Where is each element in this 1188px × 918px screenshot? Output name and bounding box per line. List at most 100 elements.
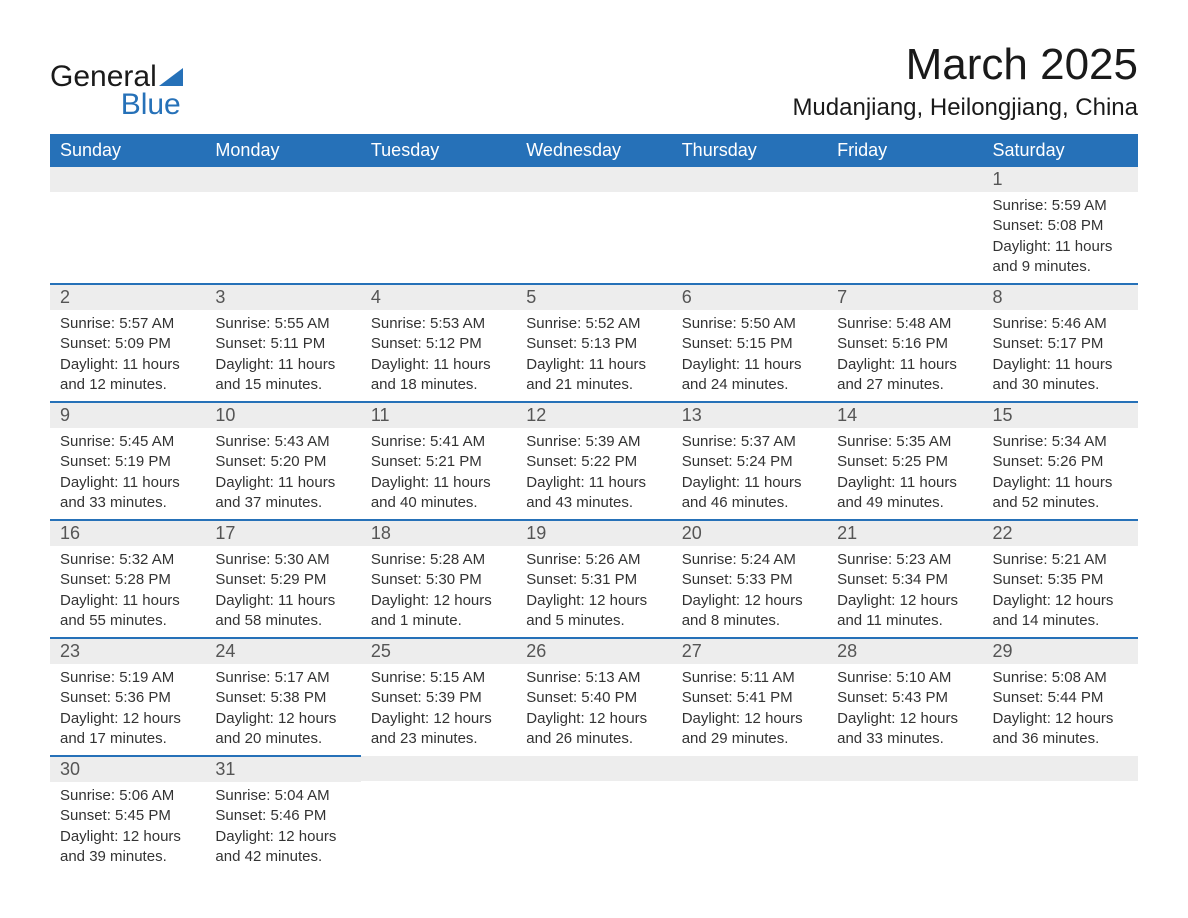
day-data: Sunrise: 5:59 AMSunset: 5:08 PMDaylight:…: [983, 192, 1138, 283]
day-data: Sunrise: 5:04 AMSunset: 5:46 PMDaylight:…: [205, 782, 360, 873]
day-data: Sunrise: 5:50 AMSunset: 5:15 PMDaylight:…: [672, 310, 827, 401]
calendar-cell: 27Sunrise: 5:11 AMSunset: 5:41 PMDayligh…: [672, 638, 827, 756]
calendar-cell: 4Sunrise: 5:53 AMSunset: 5:12 PMDaylight…: [361, 284, 516, 402]
empty-daydata: [516, 192, 671, 222]
day-data: Sunrise: 5:17 AMSunset: 5:38 PMDaylight:…: [205, 664, 360, 755]
day-number: 28: [827, 639, 982, 664]
day-data: Sunrise: 5:08 AMSunset: 5:44 PMDaylight:…: [983, 664, 1138, 755]
calendar-cell: [672, 167, 827, 284]
day-data: Sunrise: 5:28 AMSunset: 5:30 PMDaylight:…: [361, 546, 516, 637]
day-number: 20: [672, 521, 827, 546]
calendar-body: 1Sunrise: 5:59 AMSunset: 5:08 PMDaylight…: [50, 167, 1138, 873]
empty-daydata: [205, 192, 360, 222]
day-data: Sunrise: 5:32 AMSunset: 5:28 PMDaylight:…: [50, 546, 205, 637]
day-data: Sunrise: 5:11 AMSunset: 5:41 PMDaylight:…: [672, 664, 827, 755]
day-number: 7: [827, 285, 982, 310]
logo-text-blue: Blue: [50, 88, 181, 122]
empty-daynum: [516, 756, 671, 781]
empty-daynum: [827, 756, 982, 781]
calendar-cell: 18Sunrise: 5:28 AMSunset: 5:30 PMDayligh…: [361, 520, 516, 638]
day-number: 14: [827, 403, 982, 428]
month-title: March 2025: [792, 40, 1138, 90]
header: General Blue March 2025 Mudanjiang, Heil…: [50, 40, 1138, 122]
day-number: 13: [672, 403, 827, 428]
calendar-cell: 5Sunrise: 5:52 AMSunset: 5:13 PMDaylight…: [516, 284, 671, 402]
day-data: Sunrise: 5:53 AMSunset: 5:12 PMDaylight:…: [361, 310, 516, 401]
day-data: Sunrise: 5:21 AMSunset: 5:35 PMDaylight:…: [983, 546, 1138, 637]
day-data: Sunrise: 5:46 AMSunset: 5:17 PMDaylight:…: [983, 310, 1138, 401]
calendar-week-row: 23Sunrise: 5:19 AMSunset: 5:36 PMDayligh…: [50, 638, 1138, 756]
calendar-cell: 30Sunrise: 5:06 AMSunset: 5:45 PMDayligh…: [50, 756, 205, 873]
calendar-cell: 19Sunrise: 5:26 AMSunset: 5:31 PMDayligh…: [516, 520, 671, 638]
empty-daydata: [672, 192, 827, 222]
weekday-header: Tuesday: [361, 134, 516, 167]
calendar-cell: 13Sunrise: 5:37 AMSunset: 5:24 PMDayligh…: [672, 402, 827, 520]
calendar-cell: 11Sunrise: 5:41 AMSunset: 5:21 PMDayligh…: [361, 402, 516, 520]
day-data: Sunrise: 5:39 AMSunset: 5:22 PMDaylight:…: [516, 428, 671, 519]
day-number: 17: [205, 521, 360, 546]
day-number: 6: [672, 285, 827, 310]
calendar-cell: 2Sunrise: 5:57 AMSunset: 5:09 PMDaylight…: [50, 284, 205, 402]
calendar-cell: 10Sunrise: 5:43 AMSunset: 5:20 PMDayligh…: [205, 402, 360, 520]
empty-daynum: [516, 167, 671, 192]
day-number: 31: [205, 757, 360, 782]
calendar-cell: 15Sunrise: 5:34 AMSunset: 5:26 PMDayligh…: [983, 402, 1138, 520]
calendar-week-row: 16Sunrise: 5:32 AMSunset: 5:28 PMDayligh…: [50, 520, 1138, 638]
weekday-header: Monday: [205, 134, 360, 167]
calendar-cell: 17Sunrise: 5:30 AMSunset: 5:29 PMDayligh…: [205, 520, 360, 638]
logo-triangle-icon: [159, 68, 183, 86]
day-number: 25: [361, 639, 516, 664]
day-number: 8: [983, 285, 1138, 310]
day-data: Sunrise: 5:19 AMSunset: 5:36 PMDaylight:…: [50, 664, 205, 755]
calendar-cell: [516, 167, 671, 284]
calendar-cell: 23Sunrise: 5:19 AMSunset: 5:36 PMDayligh…: [50, 638, 205, 756]
day-number: 12: [516, 403, 671, 428]
day-data: Sunrise: 5:35 AMSunset: 5:25 PMDaylight:…: [827, 428, 982, 519]
calendar-cell: 24Sunrise: 5:17 AMSunset: 5:38 PMDayligh…: [205, 638, 360, 756]
calendar-cell: 20Sunrise: 5:24 AMSunset: 5:33 PMDayligh…: [672, 520, 827, 638]
empty-daynum: [205, 167, 360, 192]
day-data: Sunrise: 5:34 AMSunset: 5:26 PMDaylight:…: [983, 428, 1138, 519]
day-number: 22: [983, 521, 1138, 546]
weekday-header: Sunday: [50, 134, 205, 167]
calendar-cell: 29Sunrise: 5:08 AMSunset: 5:44 PMDayligh…: [983, 638, 1138, 756]
calendar-cell: [827, 756, 982, 873]
day-data: Sunrise: 5:45 AMSunset: 5:19 PMDaylight:…: [50, 428, 205, 519]
day-data: Sunrise: 5:06 AMSunset: 5:45 PMDaylight:…: [50, 782, 205, 873]
day-number: 18: [361, 521, 516, 546]
day-number: 24: [205, 639, 360, 664]
calendar-cell: 26Sunrise: 5:13 AMSunset: 5:40 PMDayligh…: [516, 638, 671, 756]
day-data: Sunrise: 5:57 AMSunset: 5:09 PMDaylight:…: [50, 310, 205, 401]
calendar-cell: 1Sunrise: 5:59 AMSunset: 5:08 PMDaylight…: [983, 167, 1138, 284]
day-data: Sunrise: 5:13 AMSunset: 5:40 PMDaylight:…: [516, 664, 671, 755]
day-data: Sunrise: 5:10 AMSunset: 5:43 PMDaylight:…: [827, 664, 982, 755]
day-data: Sunrise: 5:48 AMSunset: 5:16 PMDaylight:…: [827, 310, 982, 401]
day-data: Sunrise: 5:23 AMSunset: 5:34 PMDaylight:…: [827, 546, 982, 637]
calendar-cell: [827, 167, 982, 284]
empty-daynum: [672, 756, 827, 781]
calendar-cell: 16Sunrise: 5:32 AMSunset: 5:28 PMDayligh…: [50, 520, 205, 638]
day-data: Sunrise: 5:24 AMSunset: 5:33 PMDaylight:…: [672, 546, 827, 637]
calendar-cell: [205, 167, 360, 284]
day-data: Sunrise: 5:43 AMSunset: 5:20 PMDaylight:…: [205, 428, 360, 519]
logo: General Blue: [50, 60, 183, 122]
day-data: Sunrise: 5:52 AMSunset: 5:13 PMDaylight:…: [516, 310, 671, 401]
day-number: 9: [50, 403, 205, 428]
calendar-cell: 25Sunrise: 5:15 AMSunset: 5:39 PMDayligh…: [361, 638, 516, 756]
day-number: 5: [516, 285, 671, 310]
empty-daynum: [361, 756, 516, 781]
empty-daynum: [827, 167, 982, 192]
calendar-cell: [50, 167, 205, 284]
weekday-header: Thursday: [672, 134, 827, 167]
empty-daynum: [983, 756, 1138, 781]
day-number: 27: [672, 639, 827, 664]
day-number: 3: [205, 285, 360, 310]
calendar-cell: [361, 756, 516, 873]
calendar-table: Sunday Monday Tuesday Wednesday Thursday…: [50, 134, 1138, 873]
day-number: 30: [50, 757, 205, 782]
calendar-cell: [983, 756, 1138, 873]
calendar-cell: 7Sunrise: 5:48 AMSunset: 5:16 PMDaylight…: [827, 284, 982, 402]
weekday-header: Friday: [827, 134, 982, 167]
day-data: Sunrise: 5:55 AMSunset: 5:11 PMDaylight:…: [205, 310, 360, 401]
calendar-cell: 21Sunrise: 5:23 AMSunset: 5:34 PMDayligh…: [827, 520, 982, 638]
